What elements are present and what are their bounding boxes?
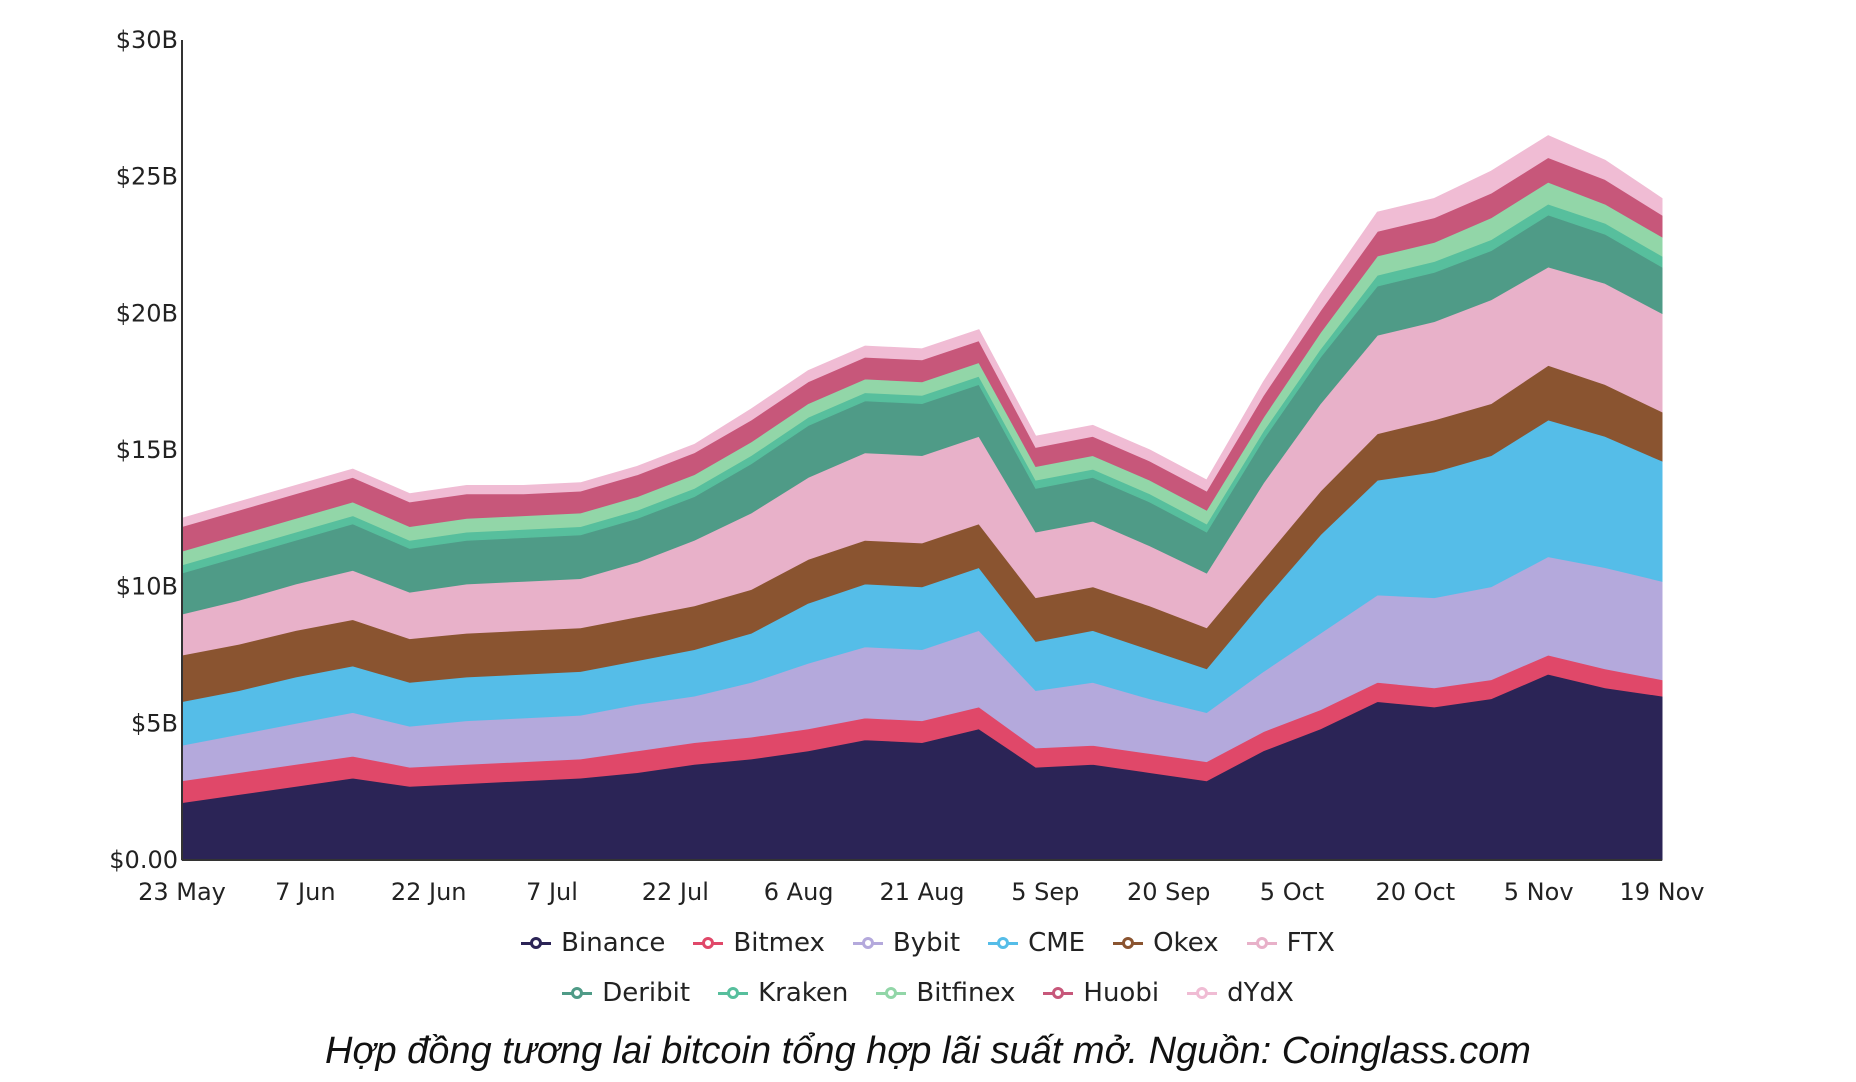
legend-item-okex[interactable]: Okex [1113, 928, 1219, 958]
legend-label: dYdX [1227, 978, 1294, 1008]
area-dydx [181, 135, 1663, 528]
x-tick-label: 5 Sep [1011, 878, 1079, 906]
legend-swatch [852, 936, 883, 950]
x-tick-label: 5 Oct [1260, 878, 1324, 906]
legend-swatch [1187, 986, 1218, 1000]
legend-row-1: Binance Bitmex Bybit CME Okex FTX [0, 928, 1856, 958]
y-tick-label: $25B [116, 163, 178, 191]
legend-swatch [876, 986, 907, 1000]
legend-swatch [988, 936, 1019, 950]
y-tick-label: $5B [131, 709, 178, 737]
x-tick-label: 22 Jul [642, 878, 709, 906]
legend-item-binance[interactable]: Binance [521, 928, 665, 958]
legend-row-2: Deribit Kraken Bitfinex Huobi dYdX [0, 978, 1856, 1008]
legend-label: Binance [561, 928, 666, 958]
y-tick-label: $20B [116, 299, 178, 327]
y-tick-label: $10B [116, 573, 178, 601]
x-tick-label: 7 Jun [275, 878, 335, 906]
legend-label: Bybit [892, 928, 961, 958]
x-tick-label: 23 May [138, 878, 226, 906]
x-tick-labels: 23 May 7 Jun 22 Jun 7 Jul 22 Jul 6 Aug 21 Aug 5… [138, 878, 1704, 906]
axes [181, 40, 1662, 861]
area-series-group [181, 135, 1663, 861]
legend-item-kraken[interactable]: Kraken [718, 978, 848, 1008]
y-tick-labels: $0.00 $5B $10B $15B $20B $25B $30B [109, 26, 178, 874]
legend-swatch [693, 936, 724, 950]
x-tick-label: 20 Sep [1127, 878, 1210, 906]
legend-swatch [1043, 986, 1074, 1000]
chart-caption: Hợp đồng tương lai bitcoin tổng hợp lãi … [325, 1030, 1531, 1072]
legend-item-ftx[interactable]: FTX [1246, 928, 1335, 958]
legend-swatch [521, 936, 552, 950]
legend-swatch [718, 986, 749, 1000]
legend-swatch [1113, 936, 1144, 950]
y-tick-label: $0.00 [109, 846, 178, 874]
legend-label: Kraken [758, 978, 849, 1008]
legend-label: Okex [1153, 928, 1219, 958]
legend-label: Huobi [1083, 978, 1160, 1008]
legend-item-cme[interactable]: CME [988, 928, 1085, 958]
x-tick-label: 7 Jul [526, 878, 578, 906]
x-tick-label: 21 Aug [879, 878, 964, 906]
legend-label: FTX [1286, 928, 1335, 958]
legend-label: Bitmex [733, 928, 825, 958]
x-tick-label: 5 Nov [1504, 878, 1574, 906]
legend-swatch [562, 986, 593, 1000]
legend-swatch [1246, 936, 1277, 950]
legend-item-dydx[interactable]: dYdX [1187, 978, 1294, 1008]
x-tick-label: 6 Aug [764, 878, 834, 906]
legend-label: Deribit [602, 978, 691, 1008]
legend-item-bitmex[interactable]: Bitmex [693, 928, 825, 958]
x-tick-label: 22 Jun [391, 878, 467, 906]
y-tick-label: $15B [116, 436, 178, 464]
legend-label: Bitfinex [916, 978, 1016, 1008]
x-tick-label: 20 Oct [1375, 878, 1455, 906]
y-tick-label: $30B [116, 26, 178, 54]
legend-label: CME [1028, 928, 1086, 958]
legend-item-bitfinex[interactable]: Bitfinex [876, 978, 1015, 1008]
legend-item-deribit[interactable]: Deribit [562, 978, 690, 1008]
legend-item-huobi[interactable]: Huobi [1043, 978, 1159, 1008]
x-tick-label: 19 Nov [1619, 878, 1704, 906]
legend-item-bybit[interactable]: Bybit [852, 928, 961, 958]
